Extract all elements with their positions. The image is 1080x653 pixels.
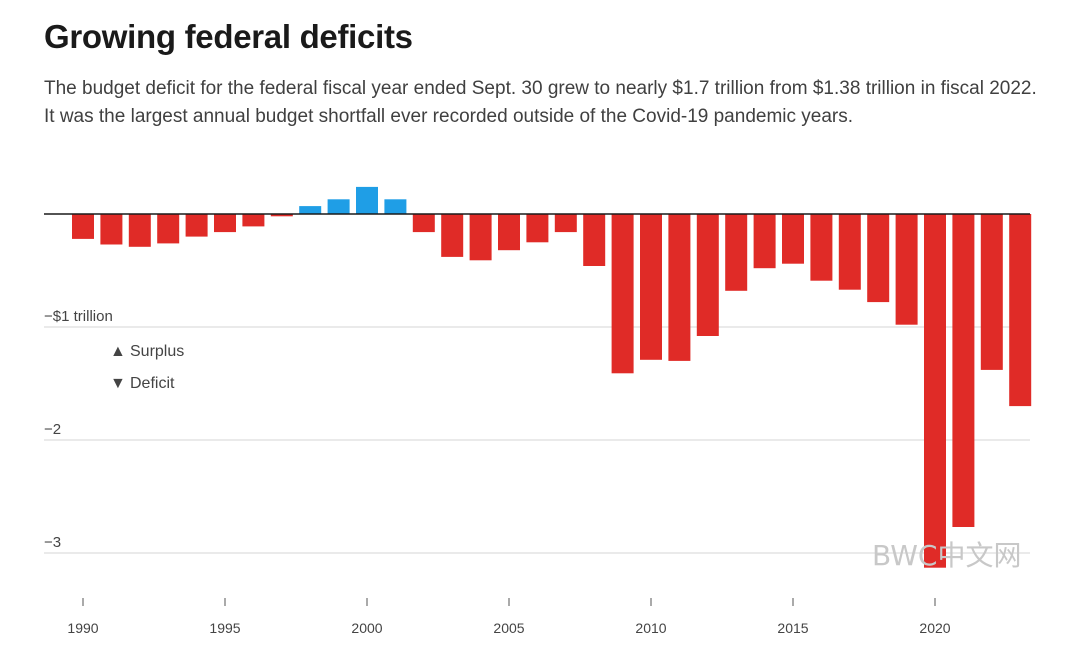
bars (72, 186, 1032, 568)
x-tick-label: 2000 (351, 620, 382, 636)
deficit-bar-1994 (185, 214, 208, 237)
watermark-text: BWC中文网 (872, 539, 1021, 572)
deficit-bar-2002 (412, 214, 435, 233)
gridlines (44, 326, 1030, 554)
surplus-legend-icon: ▲ (110, 343, 126, 360)
deficit-bar-2004 (469, 214, 492, 261)
deficit-bar-2015 (782, 214, 804, 264)
deficit-bar-2016 (810, 214, 833, 281)
surplus-bar-2001 (384, 199, 407, 214)
y-axis-labels: −$1 trillion −2 −3 (44, 308, 113, 551)
deficit-bar-2014 (753, 214, 776, 269)
x-tick-label: 2005 (493, 620, 524, 636)
deficit-bar-1997 (270, 214, 293, 217)
deficit-bar-1996 (242, 214, 265, 227)
deficit-bar-2020 (924, 214, 946, 568)
deficit-legend-icon: ▼ (110, 375, 126, 392)
deficit-bar-2011 (668, 214, 691, 361)
deficit-bar-2008 (583, 214, 606, 266)
y-tick-label: −$1 trillion (44, 308, 113, 325)
x-tick-label: 1990 (67, 620, 98, 636)
x-tick-label: 2010 (635, 620, 666, 636)
deficit-bar-2023 (1009, 214, 1032, 407)
deficit-bar-1991 (100, 214, 123, 245)
x-tick-label: 1995 (209, 620, 240, 636)
deficit-bar-2005 (498, 214, 520, 251)
deficit-bar-1990 (72, 214, 94, 239)
surplus-bar-1998 (299, 206, 322, 214)
deficit-bar-2022 (980, 214, 1003, 370)
deficit-bar-1993 (157, 214, 180, 244)
deficit-bar-2009 (611, 214, 634, 374)
y-tick-label: −2 (44, 421, 61, 438)
x-axis: 1990 1995 2000 2005 2010 2015 2020 (67, 598, 951, 636)
deficit-bar-1992 (128, 214, 151, 247)
surplus-bar-2000 (356, 186, 378, 214)
deficit-legend-label: Deficit (130, 375, 175, 392)
deficit-bar-2017 (838, 214, 861, 290)
x-tick-label: 2020 (919, 620, 950, 636)
deficit-bar-2018 (867, 214, 890, 303)
deficit-bar-1995 (214, 214, 236, 233)
deficit-bar-2006 (526, 214, 549, 243)
surplus-bar-1999 (327, 199, 350, 214)
chart-title: Growing federal deficits (44, 18, 413, 55)
y-tick-label: −3 (44, 534, 61, 551)
chart-subtitle: The budget deficit for the federal fisca… (44, 78, 1037, 127)
deficit-bar-2019 (895, 214, 918, 325)
deficit-bar-2021 (952, 214, 975, 527)
legend: ▲ Surplus▼ Deficit (110, 343, 184, 392)
surplus-legend-label: Surplus (130, 343, 184, 360)
deficit-bar-2012 (696, 214, 719, 336)
deficit-bar-2007 (554, 214, 577, 233)
deficit-bar-2003 (441, 214, 464, 257)
deficit-bar-2010 (640, 214, 662, 360)
deficit-bar-2013 (725, 214, 748, 291)
x-tick-label: 2015 (777, 620, 808, 636)
